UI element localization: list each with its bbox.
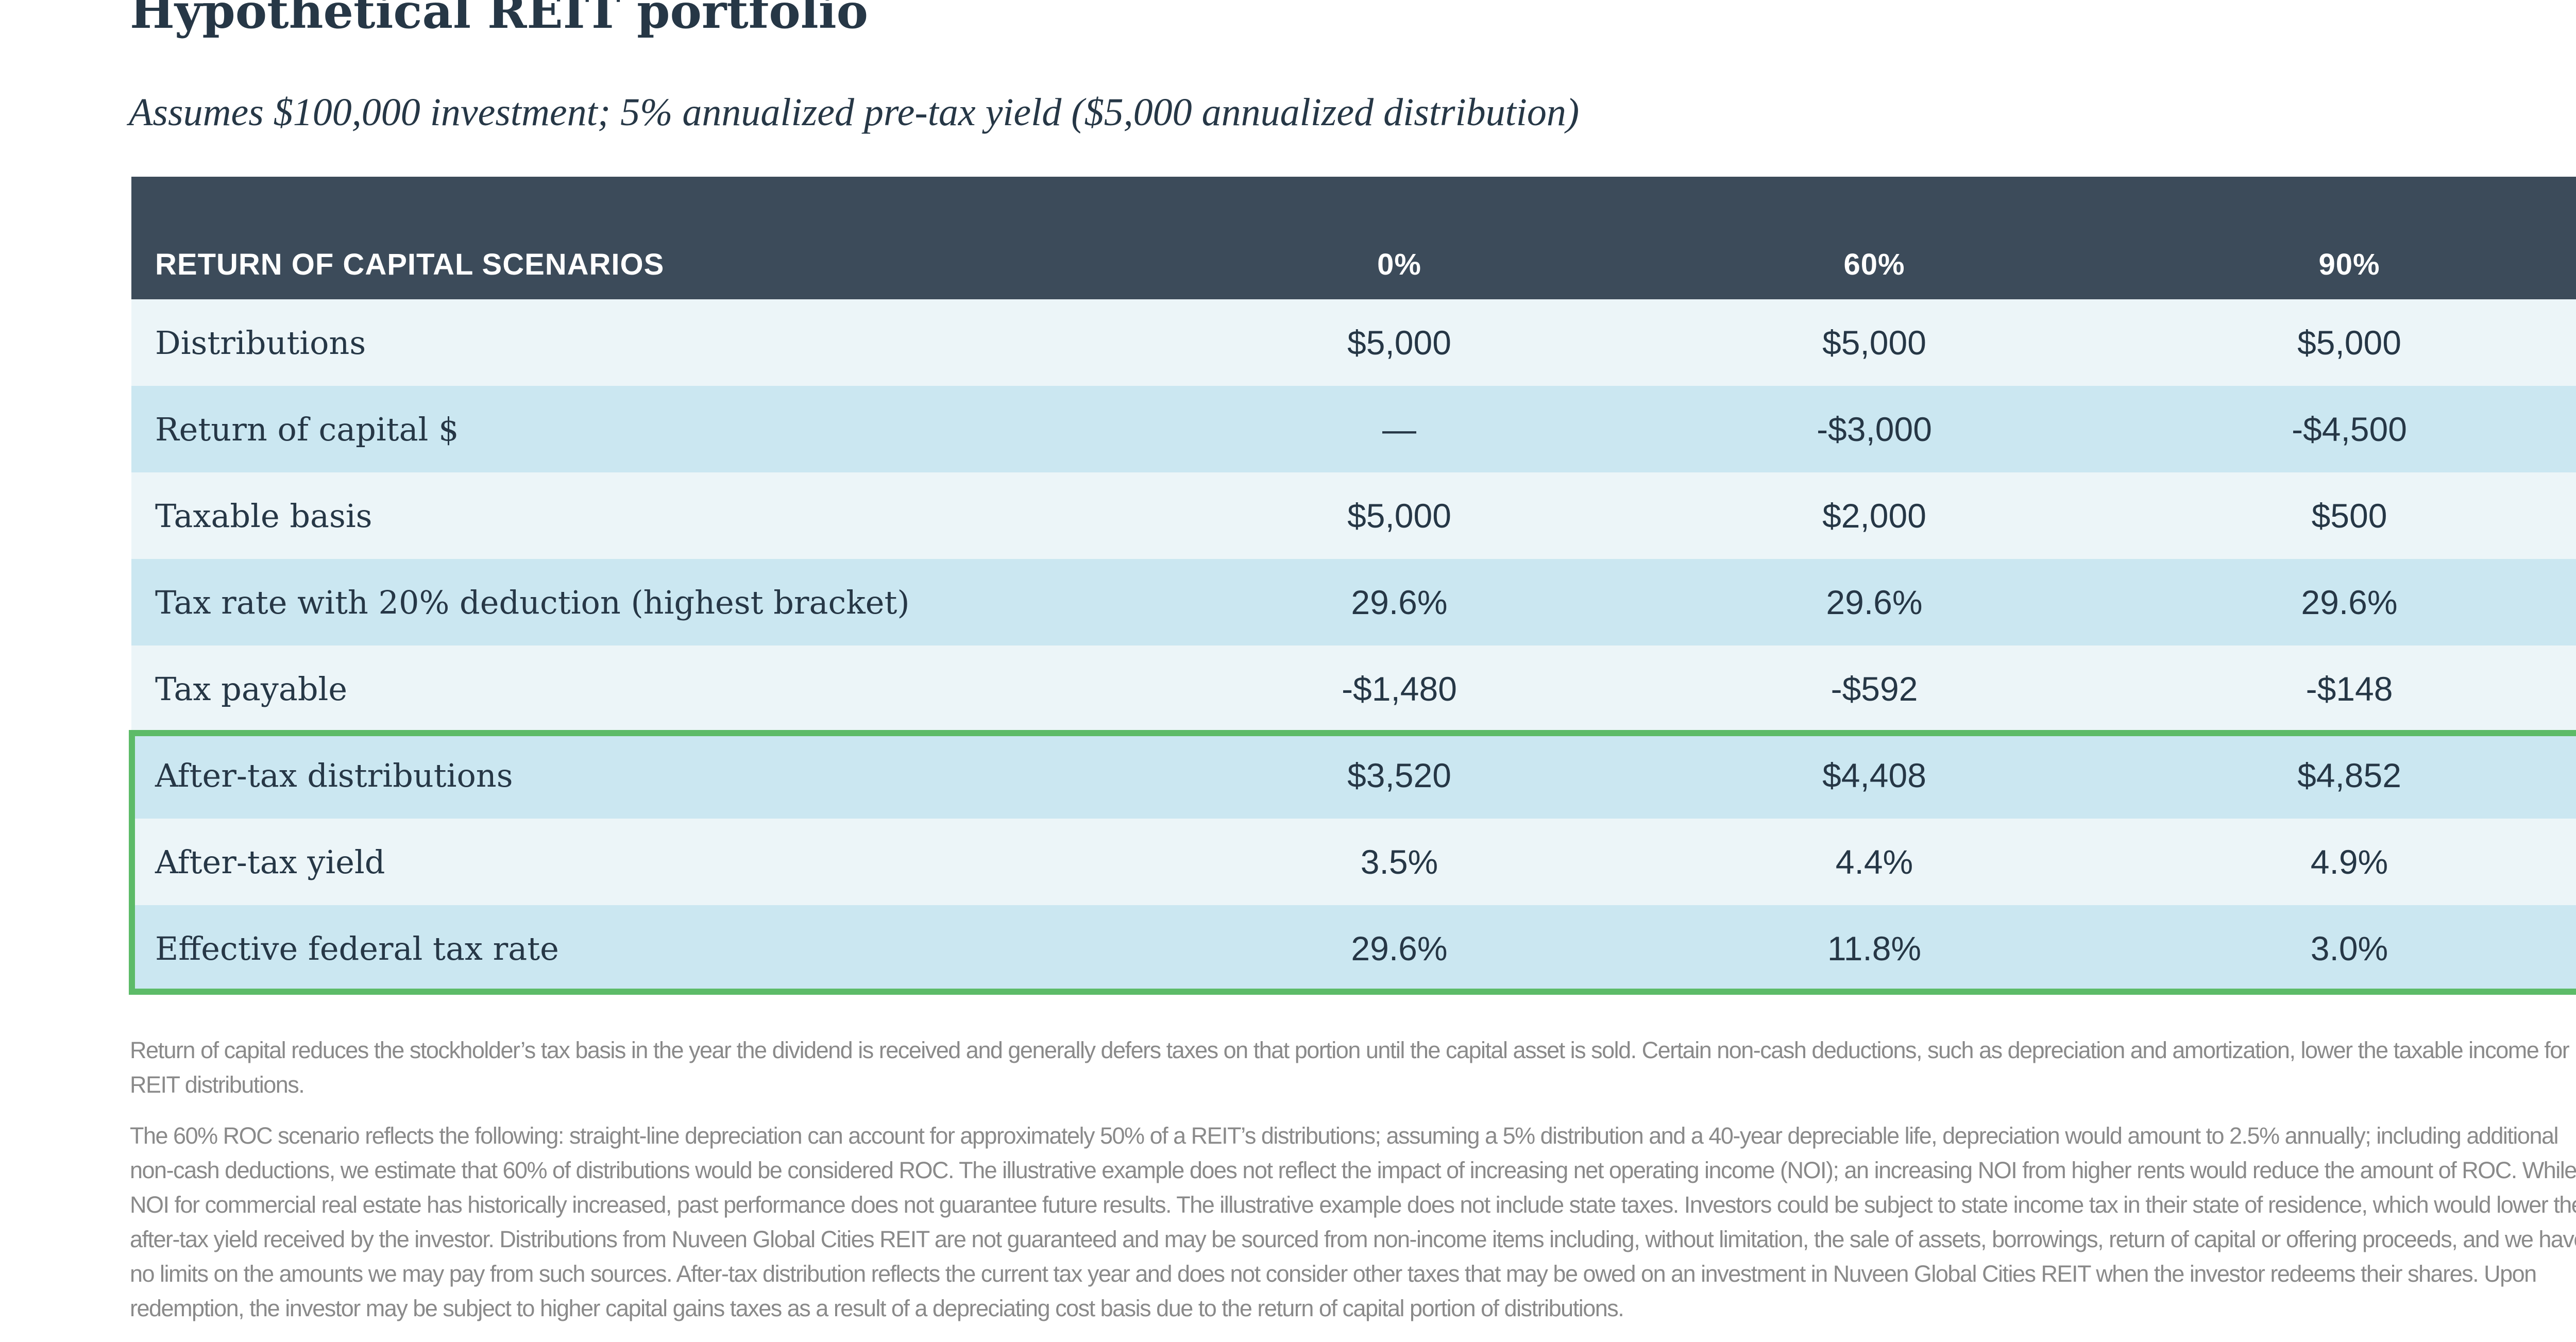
table-row: Distributions $5,000 $5,000 $5,000 [131,299,2576,386]
row-value: 3.0% [2310,929,2388,967]
table-row: After-tax yield 3.5% 4.4% 4.9% [131,819,2576,905]
row-label: After-tax distributions [155,756,513,794]
row-label: Tax payable [155,670,348,708]
page-title: Hypothetical REIT portfolio [130,0,869,39]
table-header: RETURN OF CAPITAL SCENARIOS 0% 60% 90% [131,177,2576,299]
header-0pct: 0% [1377,248,1421,281]
row-value: $4,408 [1822,756,1926,794]
header-60pct: 60% [1843,248,1905,281]
row-value: 3.5% [1360,843,1438,881]
table-row: Effective federal tax rate 29.6% 11.8% 3.0% [131,905,2576,992]
row-value: — [1382,410,1416,448]
row-value: 29.6% [2301,583,2398,621]
header-90pct: 90% [2318,248,2380,281]
table-row: Return of capital $ — -$3,000 -$4,500 [131,386,2576,472]
table-row: Tax rate with 20% deduction (highest bra… [131,559,2576,645]
footnote: The 60% ROC scenario reflects the follow… [130,1123,2576,1321]
row-value: $500 [2311,497,2387,535]
row-value: 29.6% [1826,583,1923,621]
roc-scenarios-table: RETURN OF CAPITAL SCENARIOS 0% 60% 90% D… [131,177,2576,992]
footnote: Return of capital reduces the stockholde… [130,1037,2570,1098]
row-value: -$4,500 [2292,410,2407,448]
table-body: Distributions $5,000 $5,000 $5,000 Return of… [131,299,2576,992]
page-subtitle: Assumes $100,000 investment; 5% annualiz… [129,91,1580,134]
row-value: 29.6% [1351,583,1448,621]
row-label: After-tax yield [155,843,385,881]
row-value: -$1,480 [1342,670,1457,708]
row-label: Return of capital $ [155,410,459,448]
row-value: $4,852 [2297,756,2401,794]
row-value: 11.8% [1827,929,1922,967]
row-value: $5,000 [1822,324,1926,362]
row-value: 4.9% [2310,843,2388,881]
table-row: Tax payable -$1,480 -$592 -$148 [131,645,2576,732]
row-value: $5,000 [1347,324,1451,362]
row-value: 4.4% [1835,843,1913,881]
row-value: $5,000 [1347,497,1451,535]
table-row: Taxable basis $5,000 $2,000 $500 [131,472,2576,559]
row-value: -$148 [2306,670,2393,708]
row-value: $2,000 [1822,497,1926,535]
row-label: Taxable basis [155,497,372,535]
footnotes: Return of capital reduces the stockholde… [130,1033,2576,1342]
row-value: -$3,000 [1817,410,1932,448]
table-row: After-tax distributions $3,520 $4,408 $4,85… [131,732,2576,819]
row-label: Tax rate with 20% deduction (highest bra… [155,583,910,621]
header-scenarios: RETURN OF CAPITAL SCENARIOS [155,248,665,281]
row-label: Distributions [155,324,366,362]
row-label: Effective federal tax rate [155,929,559,967]
row-value: $5,000 [2297,324,2401,362]
row-value: -$592 [1831,670,1918,708]
row-value: 29.6% [1351,929,1448,967]
row-value: $3,520 [1347,756,1451,794]
